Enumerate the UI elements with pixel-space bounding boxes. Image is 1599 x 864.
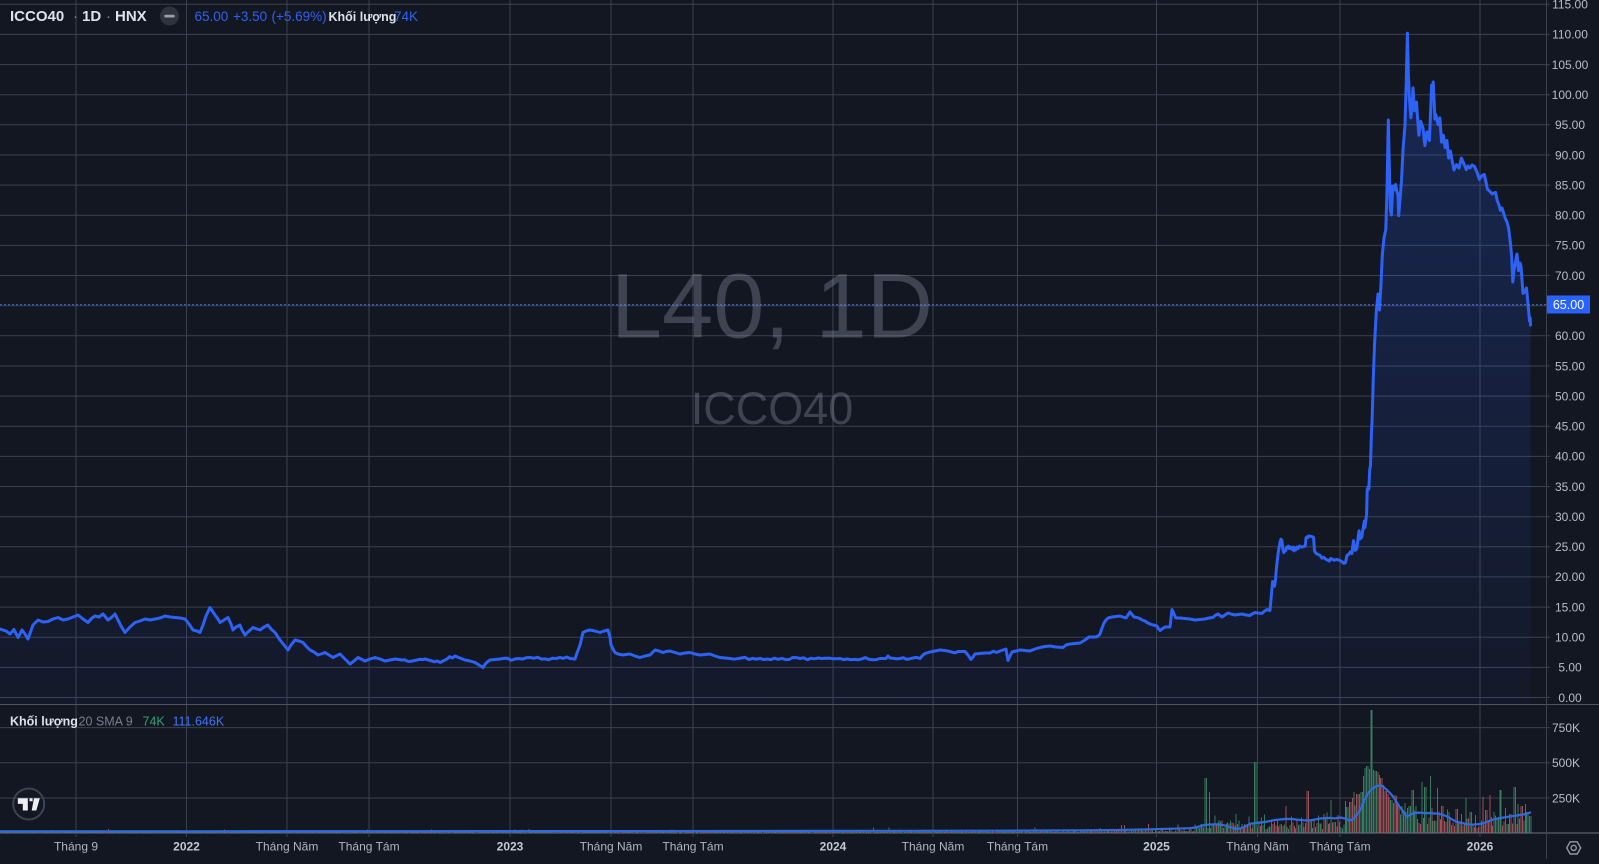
svg-text:ICCO40: ICCO40 xyxy=(691,383,854,434)
svg-text:Tháng Tám: Tháng Tám xyxy=(1309,840,1370,854)
svg-text:·: · xyxy=(73,8,78,25)
svg-text:95.00: 95.00 xyxy=(1555,118,1585,132)
svg-text:60.00: 60.00 xyxy=(1555,329,1585,343)
svg-text:5.00: 5.00 xyxy=(1558,661,1582,675)
svg-text:20 SMA 9: 20 SMA 9 xyxy=(79,715,133,729)
svg-text:Tháng Tám: Tháng Tám xyxy=(662,840,723,854)
svg-text:30.00: 30.00 xyxy=(1555,510,1585,524)
svg-text:45.00: 45.00 xyxy=(1555,420,1585,434)
svg-text:Tháng Năm: Tháng Năm xyxy=(256,840,319,854)
svg-text:(+5.69%): (+5.69%) xyxy=(272,9,327,24)
svg-text:Tháng Tám: Tháng Tám xyxy=(338,840,399,854)
svg-text:65.00: 65.00 xyxy=(195,9,229,24)
svg-text:75.00: 75.00 xyxy=(1555,239,1585,253)
svg-text:15.00: 15.00 xyxy=(1555,600,1585,614)
svg-text:80.00: 80.00 xyxy=(1555,209,1585,223)
svg-text:Khối lượng: Khối lượng xyxy=(10,715,78,729)
svg-text:ICCO40: ICCO40 xyxy=(10,8,64,25)
svg-text:2023: 2023 xyxy=(497,840,524,854)
svg-text:74K: 74K xyxy=(143,715,166,729)
svg-text:750K: 750K xyxy=(1552,721,1580,735)
svg-text:500K: 500K xyxy=(1552,756,1580,770)
svg-text:105.00: 105.00 xyxy=(1552,58,1589,72)
svg-text:115.00: 115.00 xyxy=(1552,0,1588,12)
svg-text:55.00: 55.00 xyxy=(1555,359,1585,373)
svg-text:90.00: 90.00 xyxy=(1555,148,1585,162)
svg-text:20.00: 20.00 xyxy=(1555,570,1585,584)
svg-text:Tháng Năm: Tháng Năm xyxy=(1226,840,1289,854)
svg-text:2024: 2024 xyxy=(820,840,847,854)
svg-text:Tháng Tám: Tháng Tám xyxy=(987,840,1048,854)
svg-text:65.00: 65.00 xyxy=(1553,298,1584,312)
svg-text:85.00: 85.00 xyxy=(1555,178,1585,192)
svg-text:2025: 2025 xyxy=(1143,840,1170,854)
svg-text:100.00: 100.00 xyxy=(1552,88,1589,102)
svg-text:50.00: 50.00 xyxy=(1555,389,1585,403)
svg-text:111.646K: 111.646K xyxy=(173,715,225,729)
svg-text:250K: 250K xyxy=(1552,791,1580,805)
svg-text:70.00: 70.00 xyxy=(1555,269,1585,283)
svg-text:110.00: 110.00 xyxy=(1552,28,1588,42)
svg-text:0.00: 0.00 xyxy=(1558,691,1582,705)
svg-text:1D: 1D xyxy=(82,8,101,25)
svg-text:25.00: 25.00 xyxy=(1555,540,1585,554)
svg-text:10.00: 10.00 xyxy=(1555,631,1585,645)
svg-text:40.00: 40.00 xyxy=(1555,450,1585,464)
svg-text:74K: 74K xyxy=(394,9,418,24)
svg-text:2022: 2022 xyxy=(173,840,200,854)
svg-text:Tháng Năm: Tháng Năm xyxy=(580,840,643,854)
svg-text:Khối lượng: Khối lượng xyxy=(329,10,397,24)
svg-text:+3.50: +3.50 xyxy=(233,9,267,24)
svg-text:Tháng 9: Tháng 9 xyxy=(54,840,98,854)
svg-text:Tháng Năm: Tháng Năm xyxy=(902,840,965,854)
svg-text:L40, 1D: L40, 1D xyxy=(611,256,933,358)
svg-text:2026: 2026 xyxy=(1467,840,1494,854)
svg-text:·: · xyxy=(106,8,111,25)
svg-text:35.00: 35.00 xyxy=(1555,480,1585,494)
svg-text:HNX: HNX xyxy=(115,8,147,25)
